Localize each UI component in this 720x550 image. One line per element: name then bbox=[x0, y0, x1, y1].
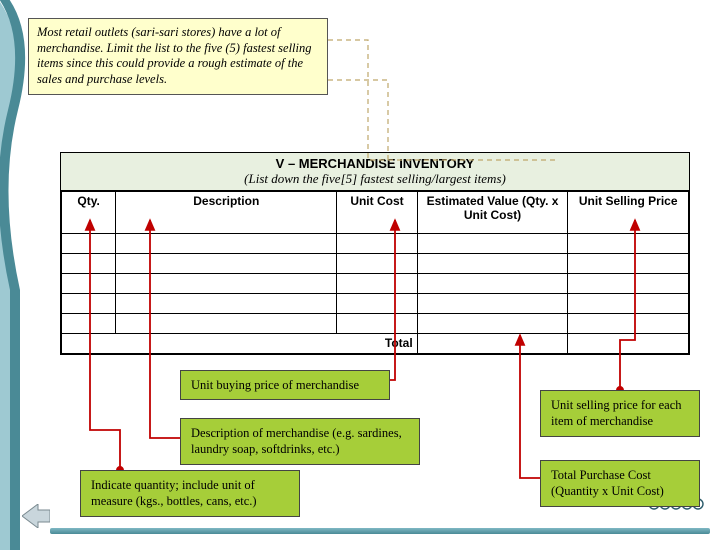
callout-text: Unit selling price for each item of merc… bbox=[551, 398, 682, 428]
col-qty: Qty. bbox=[62, 192, 116, 234]
callout-text: Unit buying price of merchandise bbox=[191, 378, 359, 392]
total-label: Total bbox=[62, 334, 418, 354]
table-row bbox=[62, 294, 689, 314]
col-est: Estimated Value (Qty. x Unit Cost) bbox=[417, 192, 568, 234]
col-sell: Unit Selling Price bbox=[568, 192, 689, 234]
callout-description: Description of merchandise (e.g. sardine… bbox=[180, 418, 420, 465]
inventory-grid: Qty. Description Unit Cost Estimated Val… bbox=[61, 191, 689, 354]
table-head-row: Qty. Description Unit Cost Estimated Val… bbox=[62, 192, 689, 234]
total-est-cell bbox=[417, 334, 568, 354]
callout-quantity: Indicate quantity; include unit of measu… bbox=[80, 470, 300, 517]
table-row bbox=[62, 254, 689, 274]
table-row bbox=[62, 234, 689, 254]
note-text: Most retail outlets (sari-sari stores) h… bbox=[37, 25, 312, 86]
table-total-row: Total bbox=[62, 334, 689, 354]
callout-text: Description of merchandise (e.g. sardine… bbox=[191, 426, 402, 456]
table-subtitle: (List down the five[5] fastest selling/l… bbox=[65, 171, 685, 187]
table-row bbox=[62, 274, 689, 294]
col-cost: Unit Cost bbox=[337, 192, 417, 234]
table-row bbox=[62, 314, 689, 334]
back-arrow-icon[interactable] bbox=[22, 504, 50, 528]
callout-total-purchase-cost: Total Purchase Cost (Quantity x Unit Cos… bbox=[540, 460, 700, 507]
callout-text: Total Purchase Cost (Quantity x Unit Cos… bbox=[551, 468, 664, 498]
merchandise-inventory-table: V – MERCHANDISE INVENTORY (List down the… bbox=[60, 152, 690, 355]
col-desc: Description bbox=[116, 192, 337, 234]
table-title: V – MERCHANDISE INVENTORY bbox=[65, 156, 685, 171]
callout-text: Indicate quantity; include unit of measu… bbox=[91, 478, 257, 508]
table-header: V – MERCHANDISE INVENTORY (List down the… bbox=[61, 153, 689, 191]
callout-unit-buying-price: Unit buying price of merchandise bbox=[180, 370, 390, 400]
callout-unit-selling-price: Unit selling price for each item of merc… bbox=[540, 390, 700, 437]
leader-line bbox=[328, 30, 578, 170]
bottom-divider bbox=[50, 528, 710, 534]
total-sell-cell bbox=[568, 334, 689, 354]
note-merchandise-tip: Most retail outlets (sari-sari stores) h… bbox=[28, 18, 328, 95]
